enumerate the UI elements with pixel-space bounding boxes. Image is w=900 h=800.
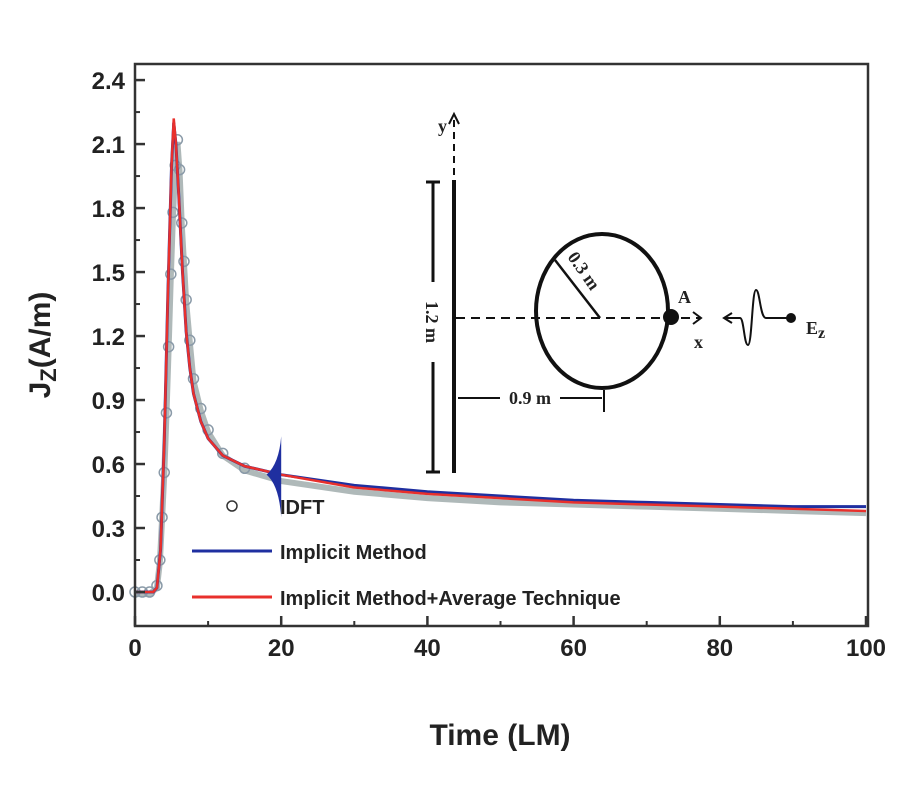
inset-radius-label: 0.3 m bbox=[564, 248, 604, 294]
idft-marker bbox=[167, 206, 179, 219]
point-a-dot bbox=[663, 309, 679, 325]
implicit-method-line bbox=[135, 122, 866, 594]
x-tick-label: 60 bbox=[560, 635, 587, 662]
idft-marker bbox=[178, 255, 190, 268]
x-tick-label: 100 bbox=[846, 635, 886, 662]
inset-y-label: y bbox=[438, 116, 447, 136]
idft-marker bbox=[173, 163, 186, 176]
legend-label-idft: IDFT bbox=[280, 497, 324, 519]
inset-distance-label: 0.9 m bbox=[509, 388, 551, 408]
svg-text:JZ(A/m): JZ(A/m) bbox=[24, 292, 61, 399]
wave-pulse-icon bbox=[724, 288, 790, 347]
height-label-bg bbox=[424, 282, 442, 362]
idft-marker bbox=[180, 294, 192, 306]
idft-marker bbox=[195, 402, 207, 415]
inset-point-label: A bbox=[678, 287, 691, 307]
y-tick-label: 0.9 bbox=[92, 388, 125, 415]
y-label-sub: Z bbox=[36, 368, 61, 381]
legend-marker-idft bbox=[226, 500, 238, 512]
x-tick-label: 80 bbox=[706, 635, 733, 662]
distance-label-bg bbox=[500, 388, 560, 408]
idft-marker bbox=[184, 334, 196, 347]
y-arrow-icon bbox=[448, 111, 460, 125]
implicit-oscillation bbox=[266, 436, 282, 518]
x-tick-label: 40 bbox=[414, 635, 441, 662]
x-tick-label: 20 bbox=[268, 635, 295, 662]
y-tick-label: 1.5 bbox=[92, 260, 125, 287]
inset-source-label: Ez bbox=[806, 318, 825, 342]
average-technique-line bbox=[135, 118, 867, 594]
cylinder-circle bbox=[534, 232, 670, 390]
plot-frame bbox=[133, 62, 870, 628]
inset-diagram bbox=[424, 111, 796, 474]
y-tick-label: 0.3 bbox=[92, 516, 125, 543]
y-axis-label: JZ(A/m) bbox=[24, 292, 61, 399]
x-axis-label: Time (LM) bbox=[429, 719, 570, 752]
idft-marker bbox=[216, 447, 229, 460]
legend: IDFT Implicit Method Implicit Method+Ave… bbox=[192, 497, 621, 610]
y-label-unit: (A/m) bbox=[24, 292, 57, 369]
y-tick-label: 1.8 bbox=[92, 196, 125, 223]
source-e: E bbox=[806, 318, 818, 338]
inset-x-label: x bbox=[694, 332, 703, 352]
source-dot bbox=[786, 313, 796, 323]
idft-marker bbox=[165, 268, 177, 280]
y-tick-label: 2.1 bbox=[92, 132, 125, 159]
y-label-main: J bbox=[24, 382, 57, 399]
legend-label-average: Implicit Method+Average Technique bbox=[280, 588, 621, 610]
y-tick-label: 2.4 bbox=[92, 68, 126, 95]
y-tick-label: 0.0 bbox=[92, 580, 125, 607]
source-sub: z bbox=[818, 325, 825, 342]
radius-line bbox=[554, 259, 601, 319]
wave-arrow-icon bbox=[722, 312, 733, 324]
idft-band bbox=[135, 141, 867, 598]
y-tick-label: 1.2 bbox=[92, 324, 125, 351]
y-tick-label: 0.6 bbox=[92, 452, 125, 479]
inset-height-label: 1.2 m bbox=[422, 301, 442, 343]
legend-label-implicit: Implicit Method bbox=[280, 542, 427, 564]
x-arrow-icon bbox=[692, 311, 703, 325]
idft-marker bbox=[162, 340, 175, 353]
x-tick-label: 0 bbox=[128, 635, 141, 662]
